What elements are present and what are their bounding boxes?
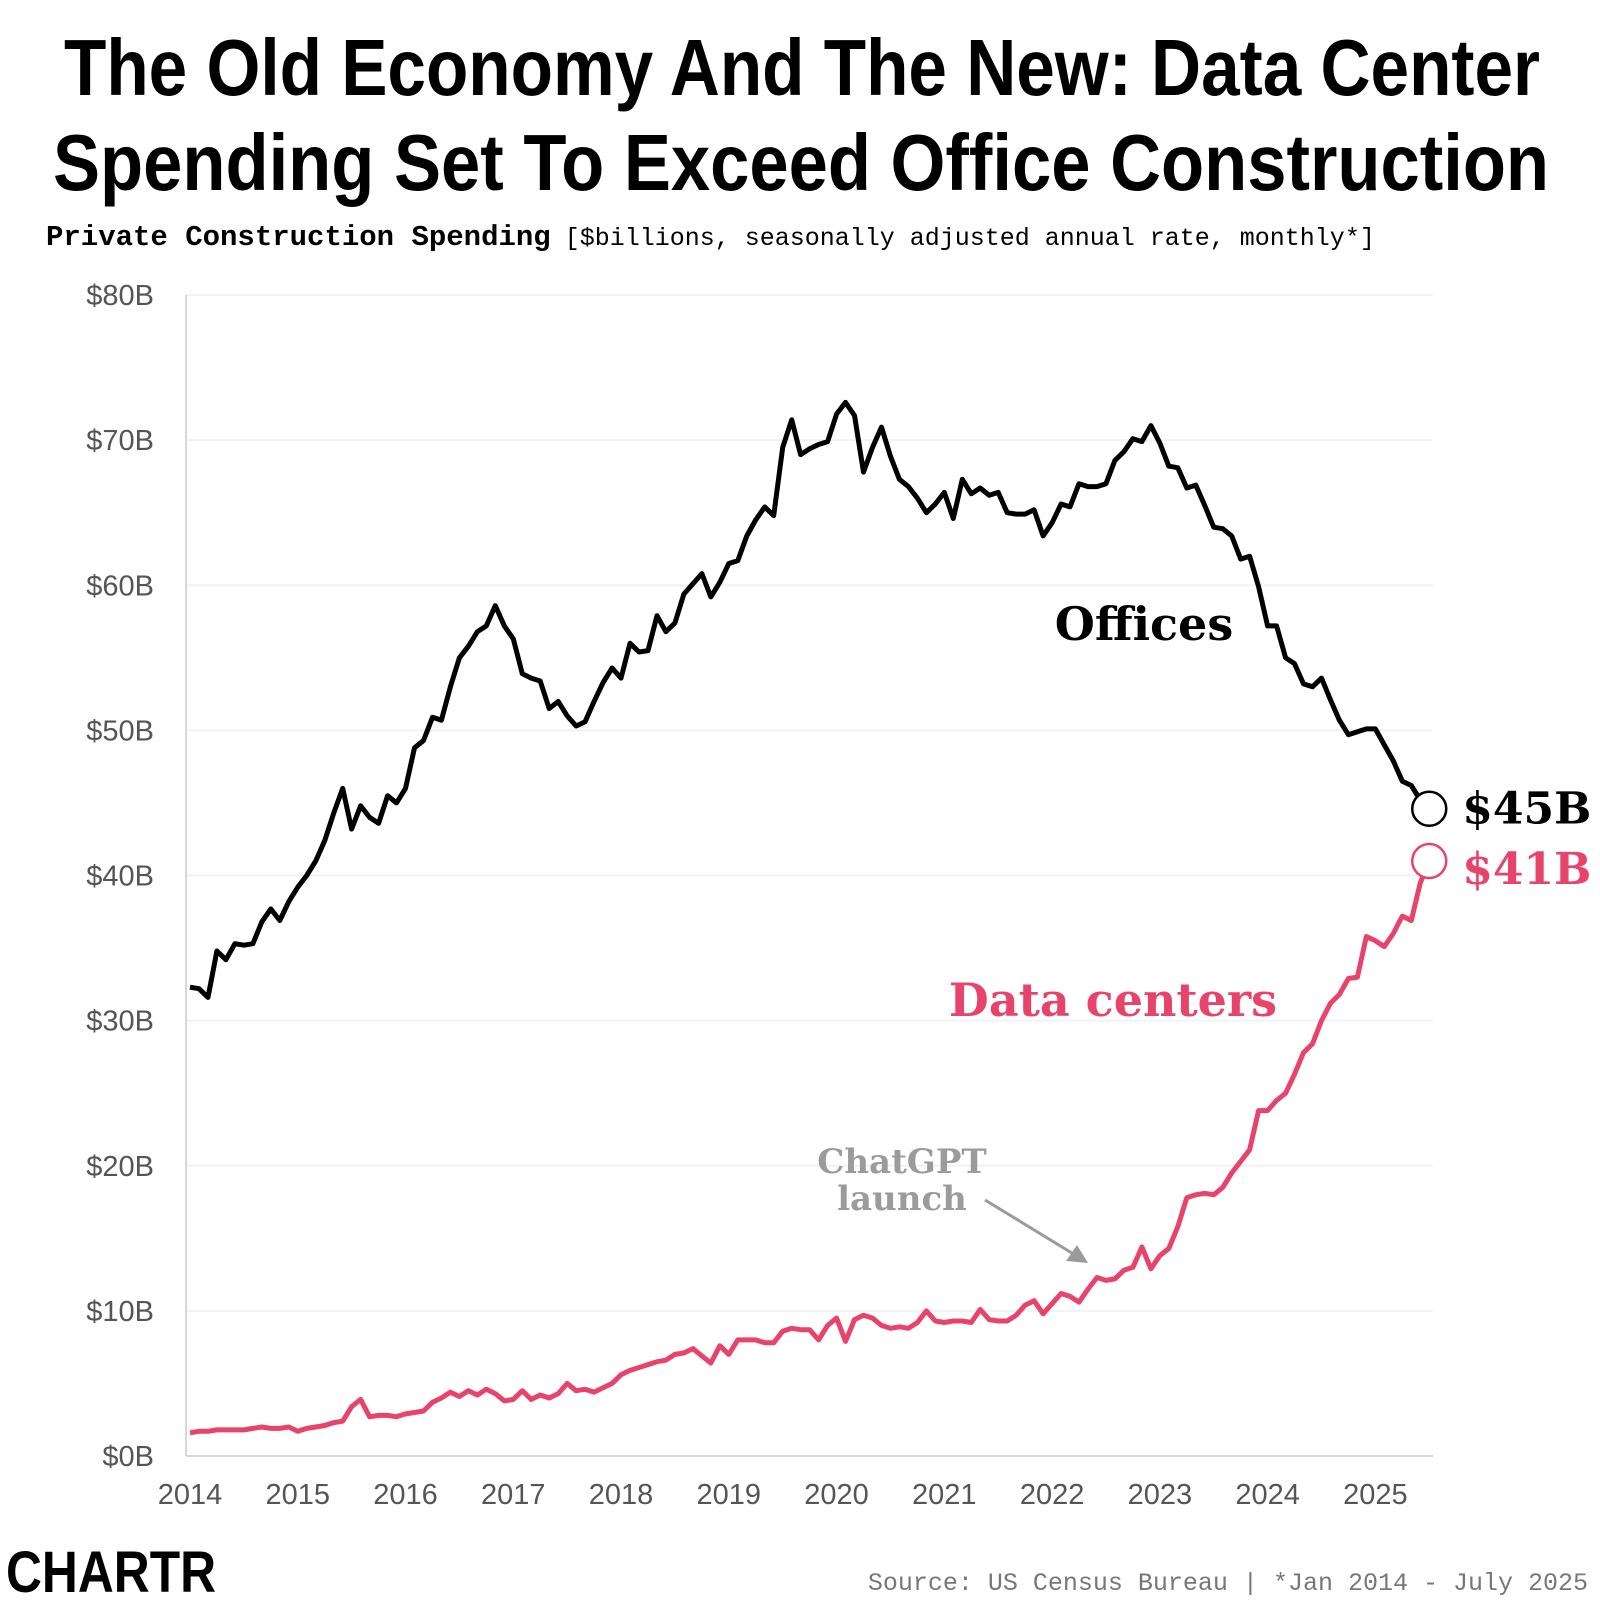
series-label: Data centers xyxy=(949,973,1277,1027)
annotation: ChatGPT xyxy=(817,1142,986,1182)
y-tick-label: $60B xyxy=(86,570,154,602)
x-tick-label: 2014 xyxy=(158,1479,223,1511)
series-label: Offices xyxy=(1055,597,1233,651)
line xyxy=(189,399,1431,1000)
x-tick-label: 2017 xyxy=(481,1479,546,1511)
y-tick-label: $10B xyxy=(86,1296,154,1328)
y-tick-label: $40B xyxy=(86,861,154,893)
y-tick-label: $70B xyxy=(86,425,154,457)
plot-area: $0B $10B $20B $30B $40B $50B $60B $70B $80B 2014 2… xyxy=(86,280,1591,1511)
end-marker xyxy=(1410,790,1448,827)
y-tick-label: $0B xyxy=(102,1441,154,1473)
chart-title: The Old Economy And The New: Data Center xyxy=(64,23,1540,112)
x-tick-label: 2025 xyxy=(1343,1479,1408,1511)
x-tick-label: 2024 xyxy=(1235,1479,1300,1511)
y-tick-label: $50B xyxy=(86,715,154,747)
x-tick-label: 2020 xyxy=(804,1479,869,1511)
subtitle-bold: Private Construction Spending xyxy=(46,221,551,254)
line xyxy=(189,860,1432,1436)
subtitle: Private Construction Spending [$billions,… xyxy=(46,221,1375,254)
x-tick-label: 2019 xyxy=(697,1479,762,1511)
y-tick-label: $20B xyxy=(86,1151,154,1183)
annotation-arrowhead xyxy=(1066,1245,1088,1263)
end-marker xyxy=(1410,842,1448,880)
x-tick-label: 2021 xyxy=(912,1479,977,1511)
annotation-arrow xyxy=(984,1198,1081,1260)
y-tick-label: $80B xyxy=(86,280,154,312)
logo: CHARTR xyxy=(6,1540,216,1602)
chart-title: Spending Set To Exceed Office Constructi… xyxy=(53,118,1549,207)
x-tick-label: 2015 xyxy=(266,1479,331,1511)
end-label: $41B xyxy=(1462,844,1591,895)
end-label: $45B xyxy=(1462,784,1591,835)
annotation: launch xyxy=(837,1179,967,1219)
x-tick-label: 2022 xyxy=(1020,1479,1085,1511)
y-tick-label: $30B xyxy=(86,1006,154,1038)
x-tick-label: 2023 xyxy=(1128,1479,1193,1511)
source: Source: US Census Bureau | *Jan 2014 - J… xyxy=(868,1569,1588,1598)
subtitle-regular: [$billions, seasonally adjusted annual r… xyxy=(565,224,1375,253)
x-tick-label: 2018 xyxy=(589,1479,654,1511)
x-tick-label: 2016 xyxy=(373,1479,438,1511)
